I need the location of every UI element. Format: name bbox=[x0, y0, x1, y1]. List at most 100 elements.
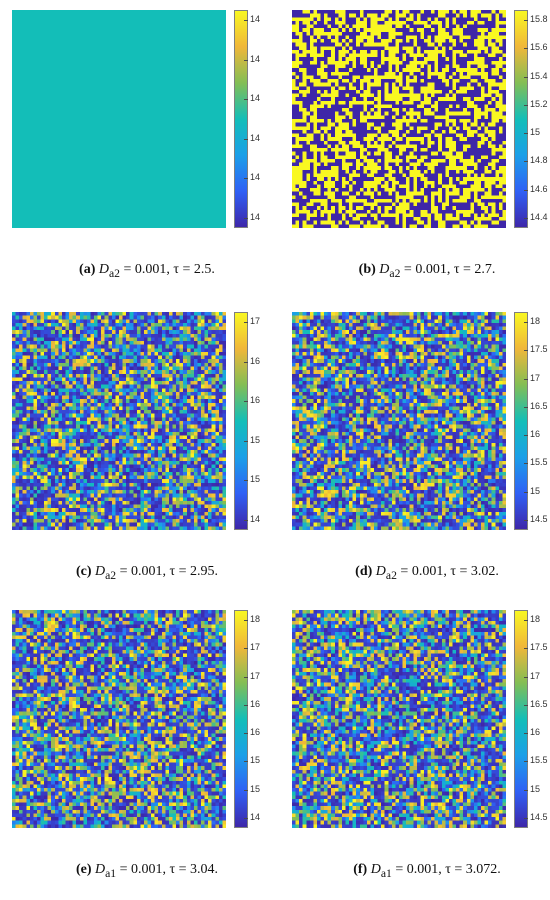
heatmap-c bbox=[12, 312, 226, 530]
panel-f: 18 17.5 17 16.5 16 15.5 15 14.5 (f) Da1 = 0.001… bbox=[292, 610, 550, 900]
colorbar-c-tick-mark bbox=[244, 361, 248, 363]
panel-c: 17 16 16 15 15 14 (c) Da2 = 0.001, τ = 2.95. bbox=[12, 312, 282, 602]
caption-f-label: (f) bbox=[353, 862, 368, 877]
colorbar-c-tick-label: 15 bbox=[250, 474, 261, 485]
caption-c-symbol: D bbox=[94, 564, 106, 579]
colorbar-c-tick-label: 16 bbox=[250, 355, 261, 366]
heatmap-d bbox=[292, 312, 506, 530]
panel-d: 18 17.5 17 16.5 16 15.5 15 14.5 (d) Da2 = 0.001… bbox=[292, 312, 550, 602]
colorbar-a-ticks: 14 14 14 14 14 14 bbox=[234, 10, 278, 228]
colorbar-e-tick-label: 15 bbox=[250, 783, 261, 794]
colorbar-f-svg bbox=[514, 610, 528, 828]
colorbar-b-svg bbox=[514, 10, 528, 228]
colorbar-b-tick-label: 15.8 bbox=[530, 14, 548, 24]
colorbar-f-tick-mark bbox=[524, 761, 528, 763]
caption-b-subscript: a2 bbox=[389, 266, 401, 280]
caption-e-label: (e) bbox=[75, 862, 92, 877]
colorbar-a-gradient bbox=[234, 10, 248, 228]
caption-a: (a) Da2 = 0.001, τ = 2.5. bbox=[12, 262, 282, 282]
colorbar-a-tick-mark bbox=[244, 20, 248, 21]
colorbar-d-tick-mark bbox=[524, 463, 528, 465]
colorbar-b-tick-mark bbox=[524, 161, 528, 163]
caption-d-label: (d) bbox=[355, 564, 373, 579]
colorbar-b-tick-label: 14.8 bbox=[530, 155, 548, 166]
colorbar-b-gradient bbox=[514, 10, 528, 228]
colorbar-f-tick-mark bbox=[524, 676, 528, 678]
colorbar-b-tick-label: 15.4 bbox=[530, 70, 548, 81]
colorbar-a: 14 14 14 14 14 14 bbox=[234, 10, 278, 228]
colorbar-d-gradient bbox=[514, 312, 528, 530]
colorbar-a-tick-mark bbox=[244, 138, 248, 140]
caption-a-tail: = 0.001, τ = 2.5. bbox=[120, 262, 215, 277]
heatmap-c-canvas bbox=[12, 312, 226, 530]
heatmap-d-canvas bbox=[292, 312, 506, 530]
colorbar-c-tick-mark bbox=[244, 520, 248, 521]
colorbar-e-tick-label: 14 bbox=[250, 812, 261, 822]
colorbar-f-tick-mark bbox=[524, 789, 528, 791]
colorbar-e-tick-mark bbox=[244, 648, 248, 650]
colorbar-f-tick-label: 17 bbox=[530, 670, 541, 681]
caption-e-symbol: D bbox=[94, 862, 106, 877]
heatmap-e bbox=[12, 610, 226, 828]
caption-c-label: (c) bbox=[75, 564, 92, 579]
colorbar-d-tick-mark bbox=[524, 520, 528, 521]
colorbar-e-tick-label: 18 bbox=[250, 614, 261, 624]
colorbar-b-tick-mark bbox=[524, 20, 528, 21]
colorbar-b-tick-mark bbox=[524, 48, 528, 50]
caption-e-subscript: a1 bbox=[105, 866, 117, 880]
caption-e-tail: = 0.001, τ = 3.04. bbox=[116, 862, 219, 877]
colorbar-d-tick-label: 16 bbox=[530, 429, 541, 440]
colorbar-b-tick-label: 14.6 bbox=[530, 183, 548, 194]
heatmap-b-canvas bbox=[292, 10, 506, 228]
colorbar-d-tick-mark bbox=[524, 378, 528, 380]
caption-f-symbol: D bbox=[370, 862, 381, 877]
heatmap-f bbox=[292, 610, 506, 828]
colorbar-f-ticks: 18 17.5 17 16.5 16 15.5 15 14.5 bbox=[514, 610, 550, 828]
colorbar-e-tick-mark bbox=[244, 789, 248, 791]
caption-e: (e) Da1 = 0.001, τ = 3.04. bbox=[12, 862, 282, 882]
panel-a: 14 14 14 14 14 14 (a) Da2 = 0.001, τ = 2.5. bbox=[12, 10, 282, 300]
colorbar-f-tick-mark bbox=[524, 704, 528, 706]
colorbar-b-tick-label: 15.6 bbox=[530, 42, 548, 53]
colorbar-b-tick-mark bbox=[524, 104, 528, 106]
colorbar-c-tick-label: 17 bbox=[250, 316, 261, 326]
colorbar-d-tick-label: 18 bbox=[530, 316, 541, 326]
colorbar-c-svg bbox=[234, 312, 248, 530]
colorbar-a-tick-label: 14 bbox=[250, 53, 261, 64]
colorbar-c-tick-label: 15 bbox=[250, 434, 261, 445]
colorbar-e-tick-mark bbox=[244, 620, 248, 621]
caption-c-subscript: a2 bbox=[105, 568, 117, 582]
colorbar-d-ticks: 18 17.5 17 16.5 16 15.5 15 14.5 bbox=[514, 312, 550, 530]
colorbar-c-gradient bbox=[234, 312, 248, 530]
colorbar-e-tick-label: 17 bbox=[250, 670, 261, 681]
colorbar-a-tick-mark bbox=[244, 59, 248, 61]
caption-a-subscript: a2 bbox=[109, 266, 121, 280]
caption-d-subscript: a2 bbox=[385, 568, 397, 582]
panel-b: 15.8 15.6 15.4 15.2 15 14.8 14.6 14.4 (b) Da2 =… bbox=[292, 10, 550, 300]
colorbar-c-tick-mark bbox=[244, 401, 248, 403]
colorbar-e-tick-label: 16 bbox=[250, 698, 261, 709]
colorbar-e-tick-mark bbox=[244, 704, 248, 706]
colorbar-c-ticks: 17 16 16 15 15 14 bbox=[234, 312, 278, 530]
colorbar-d-tick-mark bbox=[524, 322, 528, 323]
colorbar-b-tick-mark bbox=[524, 133, 528, 135]
colorbar-e-tick-mark bbox=[244, 733, 248, 735]
colorbar-e: 18 17 17 16 16 15 15 14 bbox=[234, 610, 278, 828]
colorbar-f-tick-label: 15 bbox=[530, 783, 541, 794]
colorbar-b: 15.8 15.6 15.4 15.2 15 14.8 14.6 14.4 bbox=[514, 10, 550, 228]
caption-a-label: (a) bbox=[79, 262, 96, 277]
colorbar-d-tick-label: 17.5 bbox=[530, 344, 548, 355]
colorbar-b-tick-label: 15.2 bbox=[530, 98, 548, 109]
colorbar-b-tick-mark bbox=[524, 218, 528, 219]
colorbar-a-svg bbox=[234, 10, 248, 228]
colorbar-f-tick-label: 16.5 bbox=[530, 698, 548, 709]
colorbar-a-tick-mark bbox=[244, 178, 248, 180]
colorbar-e-svg bbox=[234, 610, 248, 828]
colorbar-f-tick-label: 17.5 bbox=[530, 642, 548, 653]
heatmap-f-canvas bbox=[292, 610, 506, 828]
caption-c-tail: = 0.001, τ = 2.95. bbox=[116, 564, 219, 579]
colorbar-a-tick-label: 14 bbox=[250, 212, 261, 222]
caption-f-tail: = 0.001, τ = 3.072. bbox=[391, 862, 501, 877]
colorbar-c-tick-mark bbox=[244, 480, 248, 482]
colorbar-f-tick-label: 14.5 bbox=[530, 812, 548, 822]
